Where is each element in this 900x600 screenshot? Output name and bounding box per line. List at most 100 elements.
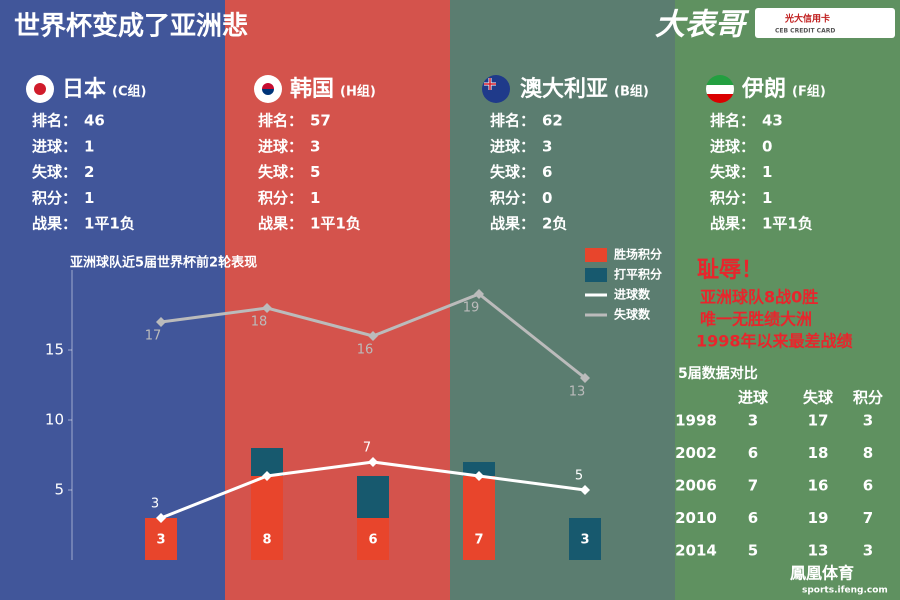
bar-total-label: 6 <box>368 533 377 548</box>
y-tick-label: 10 <box>45 411 64 429</box>
stat-label: 进球： <box>32 137 77 155</box>
point-label: 16 <box>357 343 374 358</box>
stat-value: 3 <box>310 137 320 155</box>
team-group: (B组) <box>614 84 649 100</box>
stat-label: 进球： <box>710 137 755 155</box>
bar <box>463 476 495 560</box>
table-cell: 5 <box>748 542 758 560</box>
line-point <box>368 457 378 467</box>
stat-value: 0 <box>762 137 772 155</box>
table-year: 2010 <box>675 509 717 527</box>
stat-label: 进球： <box>490 137 535 155</box>
bar <box>145 518 177 560</box>
stat-value: 1 <box>84 189 94 207</box>
stat-label: 失球： <box>32 163 77 181</box>
flag-korea <box>254 75 282 103</box>
point-label: 17 <box>145 329 162 344</box>
table-cell: 3 <box>863 542 873 560</box>
bar-total-label: 3 <box>580 533 589 548</box>
table-year: 2002 <box>675 444 717 462</box>
line-point <box>156 317 166 327</box>
stat-label: 失球： <box>710 163 755 181</box>
stat-value: 1 <box>762 189 772 207</box>
sponsor: 光大信用卡 <box>784 13 830 25</box>
point-label: 5 <box>575 469 583 484</box>
table-cell: 3 <box>748 412 758 430</box>
table-cell: 3 <box>863 412 873 430</box>
table-year: 1998 <box>675 412 717 430</box>
legend-label: 胜场积分 <box>614 247 662 262</box>
stat-value: 2负 <box>542 215 567 233</box>
stat-label: 战果： <box>32 215 77 233</box>
stat-value: 62 <box>542 112 563 130</box>
table-cell: 7 <box>748 477 758 495</box>
table-year: 2006 <box>675 477 717 495</box>
table-cell: 6 <box>748 509 758 527</box>
stat-label: 排名： <box>490 112 535 130</box>
stat-label: 失球： <box>490 163 535 181</box>
bar <box>357 476 389 518</box>
stat-value: 1平1负 <box>84 215 135 233</box>
sponsor-box <box>755 8 895 38</box>
line-point <box>262 471 272 481</box>
flag-australia <box>482 75 510 103</box>
bar <box>569 518 601 560</box>
title: 世界杯变成了亚洲悲 <box>14 11 248 42</box>
stat-label: 战果： <box>710 215 755 233</box>
stat-label: 排名： <box>32 112 77 130</box>
bar <box>463 462 495 476</box>
table-header: 失球 <box>803 389 834 407</box>
flag-japan <box>26 75 54 103</box>
stat-label: 积分： <box>490 189 535 207</box>
table-cell: 18 <box>808 444 829 462</box>
team-name: 伊朗 <box>741 76 786 102</box>
stat-value: 1平1负 <box>310 215 361 233</box>
annotation-title: 耻辱！ <box>697 258 763 283</box>
legend-label: 失球数 <box>614 307 651 322</box>
team-group: (F组) <box>792 84 826 100</box>
point-label: 18 <box>251 315 268 330</box>
point-label: 19 <box>463 301 480 316</box>
table-year: 2014 <box>675 542 717 560</box>
annotation-line: 唯一无胜绩大洲 <box>700 310 812 329</box>
stat-value: 5 <box>310 163 320 181</box>
y-tick-label: 5 <box>54 481 64 499</box>
table-header: 进球 <box>738 389 769 407</box>
line-point <box>156 513 166 523</box>
bar-total-label: 3 <box>156 533 165 548</box>
stat-label: 排名： <box>710 112 755 130</box>
stat-value: 6 <box>542 163 552 181</box>
team-name: 澳大利亚 <box>520 76 608 102</box>
stat-label: 失球： <box>258 163 303 181</box>
bar-total-label: 7 <box>474 533 483 548</box>
stat-value: 2 <box>84 163 94 181</box>
stat-value: 1 <box>84 137 94 155</box>
footer-logo: 鳳凰体育 <box>790 564 854 583</box>
stat-value: 1 <box>310 189 320 207</box>
table-cell: 6 <box>863 477 873 495</box>
table-cell: 6 <box>748 444 758 462</box>
stat-value: 1平1负 <box>762 215 813 233</box>
stat-value: 46 <box>84 112 105 130</box>
bar-total-label: 8 <box>262 533 271 548</box>
team-group: (H组) <box>340 84 376 100</box>
table-cell: 7 <box>863 509 873 527</box>
annotation-line: 1998年以来最差战绩 <box>696 332 853 351</box>
stat-value: 1 <box>762 163 772 181</box>
line-point <box>474 289 484 299</box>
table-cell: 13 <box>808 542 829 560</box>
table-cell: 17 <box>808 412 829 430</box>
bar <box>251 476 283 560</box>
line-point <box>474 471 484 481</box>
flag-iran <box>706 75 734 103</box>
team-name: 韩国 <box>290 76 334 102</box>
stat-value: 57 <box>310 112 331 130</box>
stat-label: 战果： <box>490 215 535 233</box>
chart-title: 亚洲球队近5届世界杯前2轮表现 <box>70 255 257 271</box>
stat-label: 排名： <box>258 112 303 130</box>
point-label: 7 <box>363 441 371 456</box>
legend-label: 进球数 <box>614 287 651 302</box>
stat-value: 43 <box>762 112 783 130</box>
stat-label: 战果： <box>258 215 303 233</box>
line-point <box>580 485 590 495</box>
